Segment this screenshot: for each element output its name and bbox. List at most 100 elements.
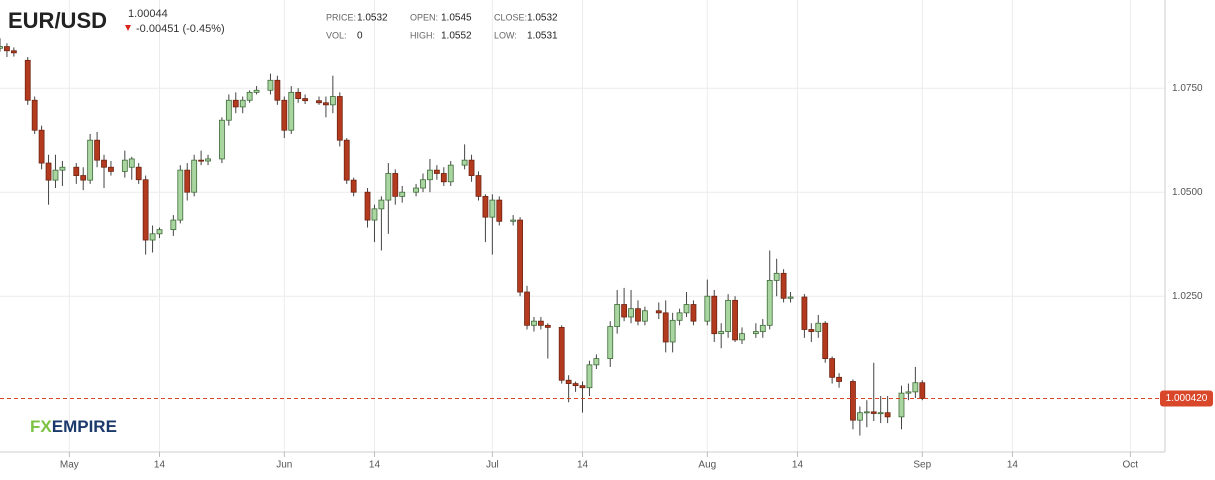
candle-body xyxy=(267,79,274,91)
candle-body xyxy=(385,173,392,201)
candle-body xyxy=(59,166,66,171)
candle-body xyxy=(884,412,891,418)
candle-body xyxy=(447,164,454,183)
candle-body xyxy=(295,91,302,99)
y-tick-label: 1.0250 xyxy=(1172,291,1203,302)
candle-body xyxy=(683,304,690,314)
stat-label: OPEN: xyxy=(410,12,438,22)
candle-body xyxy=(496,199,503,222)
candle-body xyxy=(10,50,17,54)
candle-body xyxy=(912,382,919,393)
candle-body xyxy=(108,166,114,172)
candle-body xyxy=(870,411,877,414)
candle-body xyxy=(676,312,683,321)
candle-body xyxy=(662,312,669,343)
x-tick-label: Sep xyxy=(913,460,931,471)
x-tick-label: 14 xyxy=(369,460,381,471)
candle-body xyxy=(427,169,433,181)
change: -0.00451 (-0.45%) xyxy=(136,23,225,35)
candle-body xyxy=(31,99,38,131)
last-quote: 1.00044 xyxy=(128,8,168,20)
candle-body xyxy=(288,91,295,131)
y-tick-label: 1.0500 xyxy=(1172,187,1203,198)
candle-body xyxy=(191,159,198,193)
candle-body xyxy=(808,329,815,332)
candle-body xyxy=(524,291,530,326)
stat-label: HIGH: xyxy=(410,30,435,40)
candle-body xyxy=(829,358,836,378)
stat-value: 1.0545 xyxy=(441,13,472,24)
x-tick-label: Jun xyxy=(276,460,292,471)
x-tick-label: Oct xyxy=(1123,460,1139,471)
candle-body xyxy=(329,96,336,106)
candle-body xyxy=(669,319,676,343)
candle-body xyxy=(863,411,870,414)
candle-body xyxy=(94,139,100,161)
candle-body xyxy=(489,199,496,218)
candle-body xyxy=(246,91,253,101)
candle-body xyxy=(718,331,725,335)
down-arrow xyxy=(125,25,131,31)
candle-body xyxy=(378,199,385,210)
candle-body xyxy=(836,376,842,382)
candle-body xyxy=(413,187,419,193)
candle-body xyxy=(302,98,309,102)
candle-body xyxy=(274,79,281,101)
candle-body xyxy=(482,195,489,218)
candle-body xyxy=(759,324,766,332)
candle-body xyxy=(787,296,794,299)
candle-body xyxy=(607,326,614,360)
candle-body xyxy=(517,219,523,293)
candle-body xyxy=(877,412,884,415)
candle-body xyxy=(149,233,156,241)
candle-body xyxy=(177,169,184,221)
x-tick-label: Aug xyxy=(698,460,716,471)
logo-fx: FX xyxy=(30,417,52,436)
candle-body xyxy=(642,310,648,322)
symbol: EUR/USD xyxy=(8,8,107,33)
candle-body xyxy=(219,119,225,160)
last-price-label: 1.000420 xyxy=(1166,393,1208,404)
candle-body xyxy=(420,179,426,189)
stat-value: 1.0531 xyxy=(527,31,558,42)
candle-body xyxy=(4,46,10,52)
x-tick-label: May xyxy=(60,460,79,471)
x-tick-label: 14 xyxy=(792,460,804,471)
candle-body xyxy=(184,169,191,193)
candle-body xyxy=(392,173,399,197)
candle-body xyxy=(628,308,634,318)
candle-body xyxy=(399,191,406,197)
candle-body xyxy=(773,272,780,281)
x-tick-label: Jul xyxy=(486,460,499,471)
candle-body xyxy=(128,158,135,168)
candle-body xyxy=(225,99,232,121)
candle-body xyxy=(579,385,586,389)
candle-body xyxy=(101,159,107,168)
candle-body xyxy=(350,179,357,193)
candle-body xyxy=(586,364,593,389)
candle-body xyxy=(690,304,697,322)
candle-body xyxy=(0,46,3,49)
candle-body xyxy=(704,295,711,322)
candle-body xyxy=(537,320,544,326)
y-tick-label: 1.0750 xyxy=(1172,83,1203,94)
candle-body xyxy=(135,166,142,181)
candle-body xyxy=(780,272,787,299)
candle-body xyxy=(440,173,447,183)
candle-body xyxy=(316,100,322,104)
stat-value: 0 xyxy=(357,31,363,42)
candle-body xyxy=(80,175,87,181)
stat-value: 1.0552 xyxy=(441,31,472,42)
candle-body xyxy=(205,158,211,162)
candle-body xyxy=(461,159,468,166)
stat-label: PRICE: xyxy=(326,12,356,22)
candle-body xyxy=(239,99,246,108)
stat-label: VOL: xyxy=(326,30,347,40)
candle-body xyxy=(621,304,628,318)
stat-value: 1.0532 xyxy=(357,13,388,24)
candle-body xyxy=(565,379,572,384)
candle-body xyxy=(711,295,718,335)
candle-body xyxy=(572,383,579,387)
x-tick-label: 14 xyxy=(1007,460,1019,471)
candle-body xyxy=(531,320,537,326)
